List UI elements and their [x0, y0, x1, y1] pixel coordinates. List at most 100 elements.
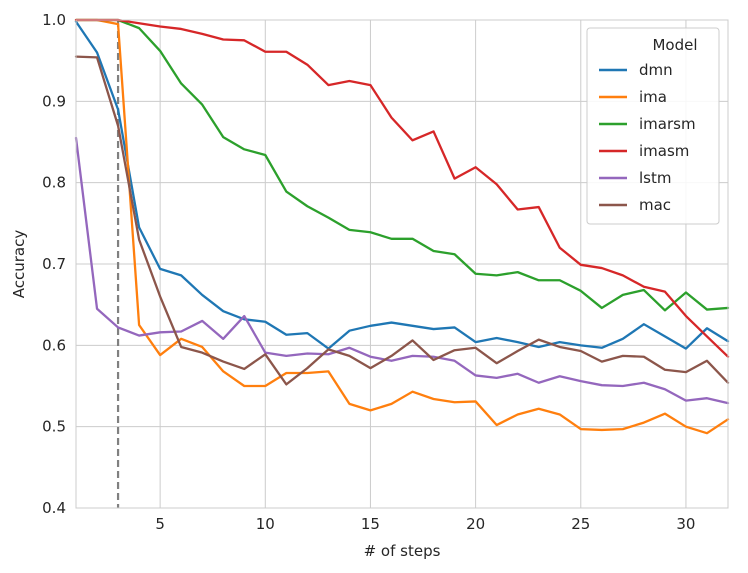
data-point-imarsm [369, 231, 371, 233]
y-tick-label: 0.4 [42, 499, 66, 517]
legend-item-lstm: lstm [599, 169, 671, 187]
data-point-lstm [516, 373, 518, 375]
x-tick-label: 30 [676, 515, 695, 533]
data-point-lstm [474, 374, 476, 376]
data-point-imasm [643, 286, 645, 288]
data-point-dmn [138, 226, 140, 228]
y-tick-labels: 0.4 0.5 0.6 0.7 0.8 0.9 1.0 [42, 11, 66, 517]
y-axis-title: Accuracy [10, 230, 28, 299]
data-point-imarsm [159, 50, 161, 52]
x-tick-label: 20 [466, 515, 485, 533]
data-point-imarsm [601, 307, 603, 309]
data-point-imarsm [201, 103, 203, 105]
x-tick-label: 5 [155, 515, 165, 533]
data-point-imarsm [390, 238, 392, 240]
data-point-imasm [243, 39, 245, 41]
data-point-dmn [474, 341, 476, 343]
series-mac [74, 55, 730, 386]
data-point-ima [622, 428, 624, 430]
data-point-imasm [264, 51, 266, 53]
data-point-mac [432, 359, 434, 361]
data-point-ima [117, 23, 119, 25]
data-point-dmn [159, 268, 161, 270]
legend-item-dmn: dmn [599, 61, 673, 79]
data-point-lstm [580, 380, 582, 382]
data-point-ima [201, 346, 203, 348]
data-point-imasm [538, 206, 540, 208]
data-point-ima [180, 338, 182, 340]
data-point-imasm [327, 84, 329, 86]
data-point-mac [495, 362, 497, 364]
data-point-ima [453, 401, 455, 403]
x-axis-title: # of steps [364, 542, 441, 560]
data-point-mac [327, 348, 329, 350]
data-point-lstm [117, 326, 119, 328]
data-point-mac [622, 355, 624, 357]
data-point-dmn [516, 341, 518, 343]
data-point-imasm [390, 116, 392, 118]
data-point-lstm [180, 330, 182, 332]
data-point-dmn [538, 346, 540, 348]
data-point-imasm [369, 84, 371, 86]
legend-label-dmn: dmn [639, 61, 673, 79]
data-point-dmn [411, 325, 413, 327]
data-point-lstm [243, 315, 245, 317]
data-point-imasm [664, 290, 666, 292]
data-point-dmn [285, 334, 287, 336]
y-tick-label: 0.6 [42, 336, 66, 354]
data-point-ima [559, 413, 561, 415]
legend-label-imarsm: imarsm [639, 115, 696, 133]
data-point-ima [474, 400, 476, 402]
legend-label-mac: mac [639, 196, 671, 214]
data-point-mac [706, 360, 708, 362]
data-point-lstm [222, 338, 224, 340]
data-point-ima [706, 432, 708, 434]
legend-item-ima: ima [599, 88, 667, 106]
data-point-imarsm [411, 238, 413, 240]
data-point-imarsm [348, 229, 350, 231]
legend-label-lstm: lstm [639, 169, 671, 187]
legend-items: dmn ima imarsm imasm lstm mac [599, 61, 696, 214]
legend-box [586, 27, 720, 225]
data-point-mac [580, 350, 582, 352]
data-point-dmn [222, 310, 224, 312]
data-point-mac [369, 367, 371, 369]
data-point-mac [201, 351, 203, 353]
data-point-imasm [453, 177, 455, 179]
data-point-ima [327, 370, 329, 372]
data-point-mac [516, 350, 518, 352]
x-tick-label: 10 [256, 515, 275, 533]
data-point-lstm [306, 352, 308, 354]
data-point-mac [117, 125, 119, 127]
data-point-ima [411, 390, 413, 392]
series-dmn [74, 20, 730, 350]
data-point-imasm [685, 315, 687, 317]
data-point-dmn [685, 347, 687, 349]
data-point-ima [243, 385, 245, 387]
data-point-imasm [601, 267, 603, 269]
data-point-imarsm [138, 27, 140, 29]
data-point-dmn [264, 321, 266, 323]
series-lstm [74, 136, 730, 405]
data-point-dmn [495, 337, 497, 339]
legend-item-imarsm: imarsm [599, 115, 696, 133]
data-point-imarsm [559, 279, 561, 281]
data-point-imasm [306, 64, 308, 66]
x-tick-labels: 5 10 15 20 25 30 [155, 515, 695, 533]
series-line-dmn [74, 20, 730, 350]
data-point-lstm [664, 388, 666, 390]
data-point-lstm [601, 384, 603, 386]
series-layer [74, 18, 730, 435]
legend-item-imasm: imasm [599, 142, 689, 160]
data-point-lstm [138, 334, 140, 336]
data-point-imarsm [516, 271, 518, 273]
data-point-mac [453, 349, 455, 351]
data-point-imarsm [306, 205, 308, 207]
data-point-ima [369, 409, 371, 411]
data-point-imarsm [495, 274, 497, 276]
data-point-ima [495, 424, 497, 426]
data-point-imasm [622, 274, 624, 276]
data-point-ima [538, 408, 540, 410]
data-point-ima [264, 385, 266, 387]
